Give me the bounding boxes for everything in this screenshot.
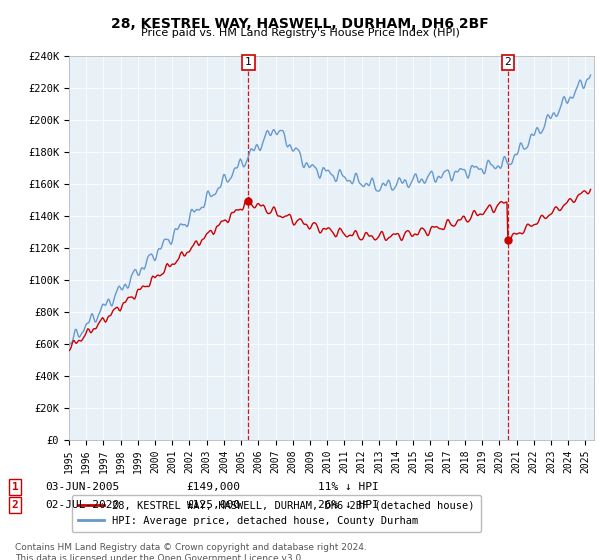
Text: £125,000: £125,000 xyxy=(186,500,240,510)
Text: 1: 1 xyxy=(245,57,252,67)
Text: £149,000: £149,000 xyxy=(186,482,240,492)
Legend: 28, KESTREL WAY, HASWELL, DURHAM, DH6 2BF (detached house), HPI: Average price, : 28, KESTREL WAY, HASWELL, DURHAM, DH6 2B… xyxy=(71,494,481,533)
Text: Contains HM Land Registry data © Crown copyright and database right 2024.
This d: Contains HM Land Registry data © Crown c… xyxy=(15,543,367,560)
Text: 1: 1 xyxy=(11,482,19,492)
Text: 2: 2 xyxy=(11,500,19,510)
Text: Price paid vs. HM Land Registry's House Price Index (HPI): Price paid vs. HM Land Registry's House … xyxy=(140,28,460,38)
Text: 11% ↓ HPI: 11% ↓ HPI xyxy=(318,482,379,492)
Text: 26% ↓ HPI: 26% ↓ HPI xyxy=(318,500,379,510)
Text: 03-JUN-2005: 03-JUN-2005 xyxy=(45,482,119,492)
Text: 28, KESTREL WAY, HASWELL, DURHAM, DH6 2BF: 28, KESTREL WAY, HASWELL, DURHAM, DH6 2B… xyxy=(111,17,489,31)
Text: 02-JUL-2020: 02-JUL-2020 xyxy=(45,500,119,510)
Text: 2: 2 xyxy=(505,57,511,67)
